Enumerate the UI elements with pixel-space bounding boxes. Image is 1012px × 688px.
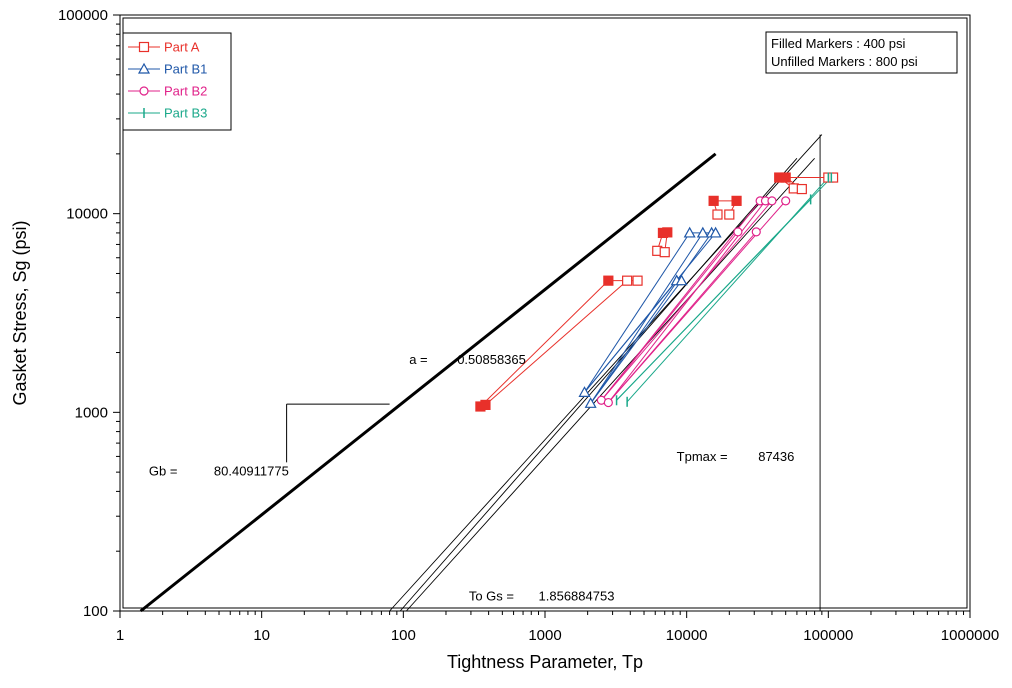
connector-part-a xyxy=(480,280,609,407)
x-axis: 1 10 100 1000 10000 100000 1000000 xyxy=(116,611,999,644)
x-tick-label: 1000000 xyxy=(941,627,999,644)
marker-part-a xyxy=(662,227,673,238)
y-tick-label: 100 xyxy=(83,603,108,620)
tpmax-value: 87436 xyxy=(758,449,794,464)
marker-part-b1 xyxy=(584,397,597,408)
marker-part-a xyxy=(731,195,742,206)
y-tick-label: 10000 xyxy=(66,206,108,223)
legend-marker-part-a xyxy=(138,41,150,53)
note-filled-markers: Filled Markers : 400 psi xyxy=(771,36,905,51)
to-gs-line-1 xyxy=(389,134,823,612)
x-tick-label: 10000 xyxy=(666,627,708,644)
y-tick-label: 1000 xyxy=(75,404,108,421)
connector-part-b1 xyxy=(590,232,704,404)
slope-a-value: 0.50858365 xyxy=(457,352,526,367)
marker-part-b2 xyxy=(603,397,613,408)
x-tick-label: 1 xyxy=(116,627,124,644)
marker-part-a xyxy=(603,275,614,286)
x-tick-label: 100000 xyxy=(803,627,853,644)
reference-lines xyxy=(139,134,823,613)
annotations: a = 0.50858365 Gb = 80.40911775 Tpmax = … xyxy=(149,352,794,603)
connector-part-b2 xyxy=(607,231,757,403)
connector-lines xyxy=(480,177,834,407)
connector-part-b2 xyxy=(600,231,739,401)
to-gs-label: To Gs = xyxy=(469,588,514,603)
legend-label-part-b1: Part B1 xyxy=(164,62,207,77)
connector-part-b1 xyxy=(590,232,713,404)
marker-part-b2 xyxy=(781,196,791,206)
legend-marker-part-b2 xyxy=(139,86,149,96)
connector-part-b1 xyxy=(584,232,691,393)
gb-value: 80.40911775 xyxy=(214,464,289,479)
marker-part-b1 xyxy=(709,226,722,238)
plot-border-inner xyxy=(122,17,968,609)
marker-part-b2 xyxy=(767,196,777,206)
marker-part-a xyxy=(480,399,491,410)
marker-part-b2 xyxy=(733,227,743,237)
marker-part-a xyxy=(780,172,791,183)
slope-a-label: a = xyxy=(409,352,427,367)
to-gs-line-2 xyxy=(399,157,798,612)
to-gs-value: 1.856884753 xyxy=(539,588,615,603)
marker-part-b1 xyxy=(696,226,709,238)
connector-part-a xyxy=(485,280,628,406)
connector-part-b1 xyxy=(590,280,682,404)
tpmax-label: Tpmax = xyxy=(677,449,728,464)
plot-border-outer xyxy=(119,14,971,612)
marker-part-a xyxy=(659,247,670,258)
marker-part-a xyxy=(827,172,839,183)
x-tick-label: 100 xyxy=(391,627,416,644)
note-box-frame xyxy=(765,31,958,74)
connector-part-b2 xyxy=(600,200,773,401)
legend-label-part-b2: Part B2 xyxy=(164,84,207,99)
y-axis-title: Gasket Stress, Sg (psi) xyxy=(10,220,30,405)
y-axis: 100 1000 10000 100000 xyxy=(58,7,120,620)
plot-frame xyxy=(119,14,971,612)
marker-part-a xyxy=(622,275,633,286)
marker-part-b1 xyxy=(578,386,591,397)
x-tick-label: 1000 xyxy=(528,627,561,644)
marker-part-b2 xyxy=(751,227,761,237)
marker-note-box: Filled Markers : 400 psi Unfilled Marker… xyxy=(765,31,958,74)
legend-label-part-a: Part A xyxy=(164,40,200,55)
legend-marker-part-b1 xyxy=(137,62,151,74)
note-unfilled-markers: Unfilled Markers : 800 psi xyxy=(771,54,918,69)
connector-part-b3 xyxy=(616,177,832,401)
marker-part-a xyxy=(632,275,643,286)
marker-part-b1 xyxy=(683,226,696,238)
legend-label-part-b3: Part B3 xyxy=(164,106,207,121)
marker-part-a xyxy=(796,183,807,195)
x-tick-label: 10 xyxy=(253,627,270,644)
marker-part-a xyxy=(724,209,735,220)
marker-part-b1 xyxy=(675,274,688,286)
gb-fit-line xyxy=(139,152,717,613)
marker-part-a xyxy=(708,195,719,206)
to-gs-line-3 xyxy=(406,157,815,612)
legend: Part A Part B1 Part B2 Part B3 xyxy=(122,32,232,131)
y-tick-label: 100000 xyxy=(58,7,108,24)
connector-part-b1 xyxy=(584,232,716,393)
gb-label: Gb = xyxy=(149,464,178,479)
marker-part-a xyxy=(712,209,723,220)
data-markers xyxy=(475,172,839,412)
x-axis-title: Tightness Parameter, Tp xyxy=(447,652,643,672)
